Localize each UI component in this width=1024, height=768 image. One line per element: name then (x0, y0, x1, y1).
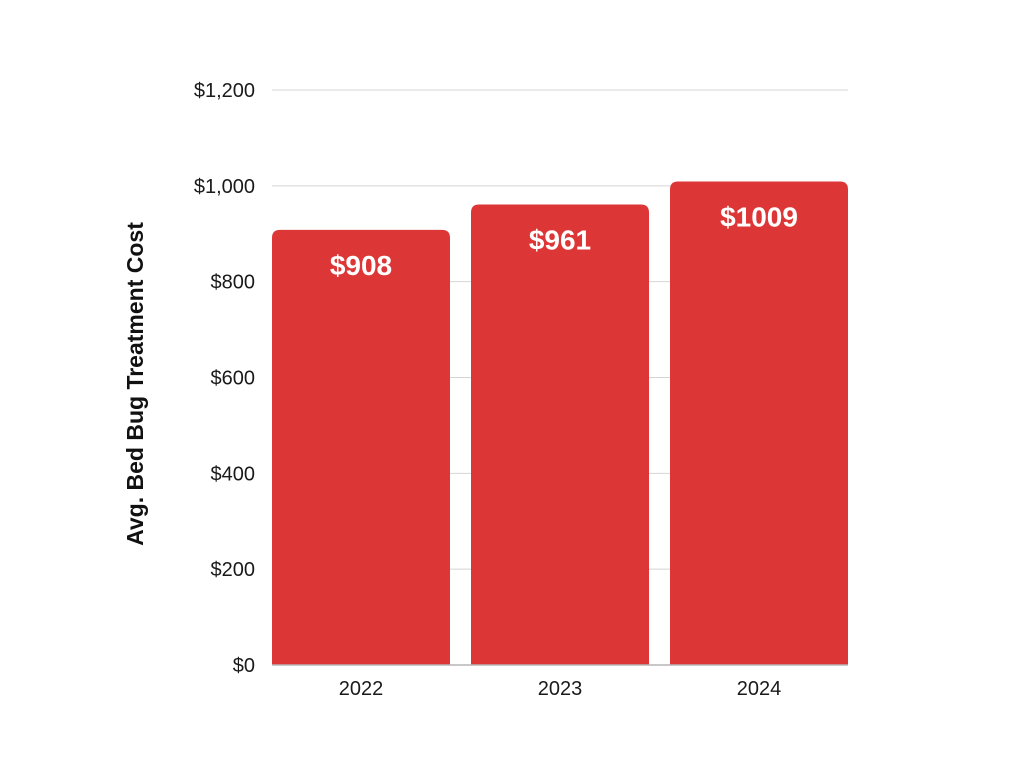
data-label-2023: $961 (529, 225, 591, 256)
y-tick-label: $600 (211, 368, 256, 390)
labels: $0 $200 $400 $600 $800 $1,000 $1,200 $908 2022 $9… (194, 80, 798, 700)
x-tick-label: 2023 (538, 678, 583, 700)
x-tick-label: 2022 (339, 678, 384, 700)
bar-2022 (272, 229, 450, 665)
bars (272, 181, 848, 666)
bar-2023 (471, 204, 649, 666)
data-label-2022: $908 (330, 250, 392, 281)
y-tick-label: $1,000 (194, 176, 255, 198)
y-tick-label: $0 (233, 655, 255, 677)
x-tick-label: 2024 (737, 678, 782, 700)
y-axis-label: Avg. Bed Bug Treatment Cost (122, 222, 148, 546)
data-label-2024: $1009 (720, 202, 798, 233)
y-tick-label: $200 (211, 559, 256, 581)
bar-2024 (670, 181, 848, 666)
y-tick-label: $800 (211, 272, 256, 294)
y-tick-label: $1,200 (194, 80, 255, 102)
y-tick-label: $400 (211, 463, 256, 485)
